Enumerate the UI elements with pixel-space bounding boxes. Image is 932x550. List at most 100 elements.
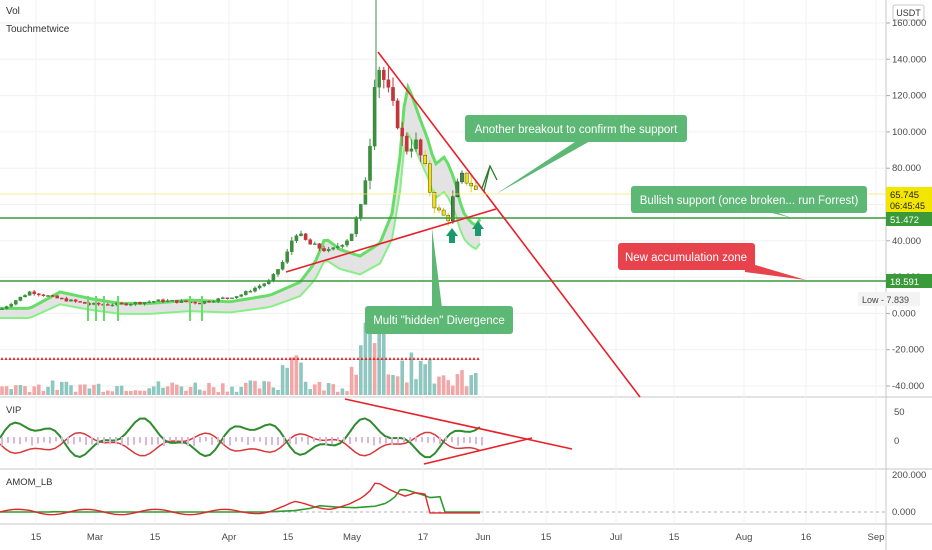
divergence-dot [220,357,224,360]
volume-bar [129,391,133,395]
callout-pointers [432,140,806,308]
volume-bar [257,388,262,395]
vip-hist [61,437,63,442]
volume-bar [377,332,381,395]
divergence-dot [424,357,428,360]
svg-text:USDT: USDT [896,8,921,18]
candle-body [230,297,234,300]
divergence-dot [144,357,148,360]
divergence-dot [196,357,200,360]
divergence-dot [64,357,68,360]
annotation-hidden-divergence[interactable]: Multi "hidden" Divergence [365,306,513,334]
volume-bar [253,380,257,395]
divergence-dot [24,357,28,360]
divergence-dot [300,357,304,360]
time-tick-label: Sep [868,532,885,543]
annotation-another-breakout[interactable]: Another breakout to confirm the support [465,115,687,142]
ribbon-line-bottom [0,130,481,319]
volume-bar [446,380,450,395]
candle-body [322,248,326,252]
divergence-dot [328,357,332,360]
volume-bar [428,359,432,395]
volume-bar [73,391,78,395]
time-axis[interactable]: 15 Mar 15 Apr 15 May 17 Jun 15 Jul 15 Aug 16 Sep [31,532,885,543]
volume-bar [451,385,455,395]
vip-hist [97,437,99,446]
candle-body [248,291,253,293]
up-arrow-1 [446,228,458,243]
vip-hist [445,437,447,442]
annotation-new-accumulation[interactable]: New accumulation zone [618,243,755,270]
candle-body [363,180,368,205]
volume-bar [37,384,41,395]
ribbon-line-top [0,82,482,310]
candle-body [391,87,395,101]
volume-bar [221,383,225,395]
vip-minus-line [0,431,481,457]
volume-bar [202,390,207,395]
currency-badge[interactable]: USDT [892,4,925,21]
divergence-dot [340,357,344,360]
vip-hist [73,437,75,445]
divergence-dot [364,357,368,360]
volume-bar [188,386,193,395]
vip-hist [85,437,87,445]
divergence-dot [192,357,196,360]
divergence-dot [208,357,212,360]
vip-hist [451,437,453,443]
divergence-dot [324,357,328,360]
price-tick-label: 100.000 [892,127,926,138]
candle-body [290,240,294,252]
volume-bar [161,387,165,395]
candle-body [18,296,23,301]
divergence-dot [96,357,100,360]
divergence-dot [396,357,400,360]
volume-bar [133,390,138,395]
support-lower-label: 18.591 [886,274,932,288]
candle-body [386,79,391,88]
candle-body [55,295,59,299]
divergence-dot [236,357,240,360]
divergence-dot [316,357,320,360]
price-tick-label: 0.000 [892,308,916,319]
volume-bar [317,381,322,395]
vip-hist [79,437,81,442]
volume-bar [41,390,46,395]
divergence-dot [344,357,348,360]
divergence-dot [244,357,248,360]
divergence-dot [176,357,180,360]
divergence-dot [412,357,416,360]
vip-hist [331,437,333,445]
divergence-dot [416,357,420,360]
divergence-dot [32,357,36,360]
vip-hist [217,437,219,443]
candle-body [294,235,299,241]
volume-bar [216,391,220,395]
vip-hist [55,437,57,442]
divergence-dot [88,357,92,360]
divergence-dot [308,357,312,360]
vip-hist [211,437,213,445]
divergence-dot [172,357,176,360]
vip-hist [475,437,477,445]
candle-body [4,306,9,309]
time-tick-label: Aug [736,532,753,543]
candle-body [23,295,27,298]
candle-body [368,145,372,181]
annotation-bullish-support[interactable]: Bullish support (once broken... run Forr… [631,186,867,213]
amom-tick-label: 200.000 [892,470,926,481]
vip-hist [469,437,471,444]
vip-hist [205,437,207,442]
divergence-dot [408,357,412,360]
volume-bar [32,386,36,395]
volume-bar [170,382,174,395]
vip-hist [127,437,129,446]
volume-bar [359,345,363,395]
volume-bar [313,384,317,395]
divergence-dot [336,357,340,360]
svg-text:06:45:45: 06:45:45 [890,201,925,211]
volume-bar [244,382,248,395]
candle-body [69,299,73,302]
volume-bar [418,360,423,395]
